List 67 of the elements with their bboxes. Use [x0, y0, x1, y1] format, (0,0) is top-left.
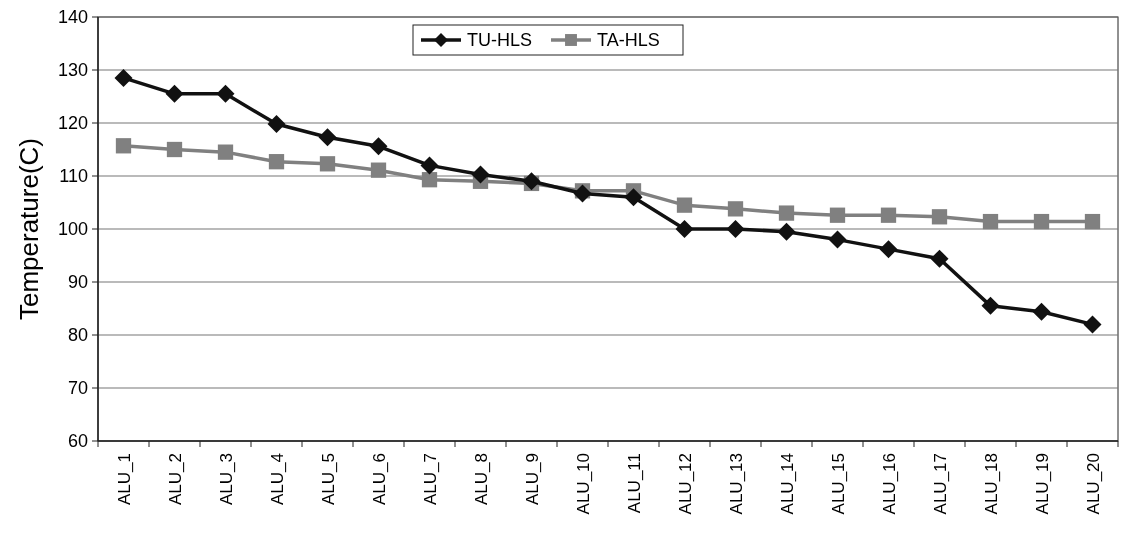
- point: [1033, 213, 1050, 230]
- y-tick-label: 140: [57, 7, 88, 28]
- y-tick-label: 110: [59, 166, 88, 187]
- x-tick-label: ALU_11: [624, 453, 644, 514]
- y-tick-label: 100: [57, 219, 88, 240]
- x-tick-label: ALU_16: [879, 453, 899, 515]
- point: [114, 68, 133, 87]
- x-tick-label: ALU_17: [930, 453, 950, 515]
- point: [777, 222, 796, 241]
- point: [778, 205, 795, 221]
- point: [981, 296, 1000, 315]
- x-tick-label: ALU_9: [522, 453, 542, 505]
- y-axis-title: Temperature(C): [14, 137, 44, 321]
- x-tick-label: ALU_4: [267, 453, 287, 505]
- x-tick-label: ALU_8: [471, 453, 491, 505]
- y-tick-label: 130: [57, 60, 88, 81]
- point: [675, 220, 694, 238]
- x-tick-label: ALU_14: [777, 453, 797, 515]
- y-tick-label: 90: [67, 272, 88, 293]
- x-tick-label: ALU_20: [1083, 453, 1103, 515]
- point: [726, 220, 745, 238]
- legend-label: TU-HLS: [467, 30, 533, 51]
- x-tick-label: ALU_5: [318, 453, 338, 505]
- point: [573, 184, 592, 203]
- point: [829, 207, 846, 223]
- y-tick-label: 70: [67, 378, 88, 399]
- point: [420, 156, 439, 175]
- point: [166, 141, 183, 158]
- x-tick-label: ALU_7: [420, 453, 440, 505]
- point: [318, 128, 337, 147]
- legend-label: TA-HLS: [597, 30, 660, 51]
- point: [727, 201, 744, 217]
- x-tick-label: ALU_18: [981, 453, 1001, 515]
- point: [369, 137, 388, 156]
- point: [421, 172, 438, 188]
- point: [370, 162, 387, 178]
- point: [216, 84, 235, 103]
- point: [1084, 213, 1101, 230]
- x-tick-label: ALU_19: [1032, 453, 1052, 515]
- x-tick-label: ALU_10: [573, 453, 593, 515]
- point: [676, 197, 693, 213]
- point: [930, 249, 949, 268]
- point: [880, 207, 897, 223]
- point: [471, 165, 490, 184]
- point: [982, 213, 999, 230]
- x-tick-label: ALU_3: [216, 453, 236, 505]
- point: [217, 144, 234, 160]
- point: [319, 156, 336, 172]
- point: [115, 138, 132, 154]
- x-tick-label: ALU_12: [675, 453, 695, 515]
- y-tick-label: 60: [67, 431, 88, 452]
- point: [624, 188, 643, 207]
- x-tick-label: ALU_15: [828, 453, 848, 515]
- y-tick-label: 120: [57, 113, 88, 134]
- x-tick-label: ALU_1: [114, 453, 134, 505]
- x-tick-label: ALU_2: [165, 453, 185, 505]
- point: [828, 230, 847, 249]
- y-tick-label: 80: [67, 325, 88, 346]
- point: [267, 115, 286, 134]
- point: [1083, 315, 1102, 334]
- point: [931, 209, 948, 225]
- x-tick-label: ALU_13: [726, 453, 746, 515]
- point: [879, 240, 898, 259]
- point: [268, 154, 285, 170]
- point: [1032, 302, 1051, 321]
- x-tick-label: ALU_6: [369, 453, 389, 505]
- point: [165, 84, 184, 103]
